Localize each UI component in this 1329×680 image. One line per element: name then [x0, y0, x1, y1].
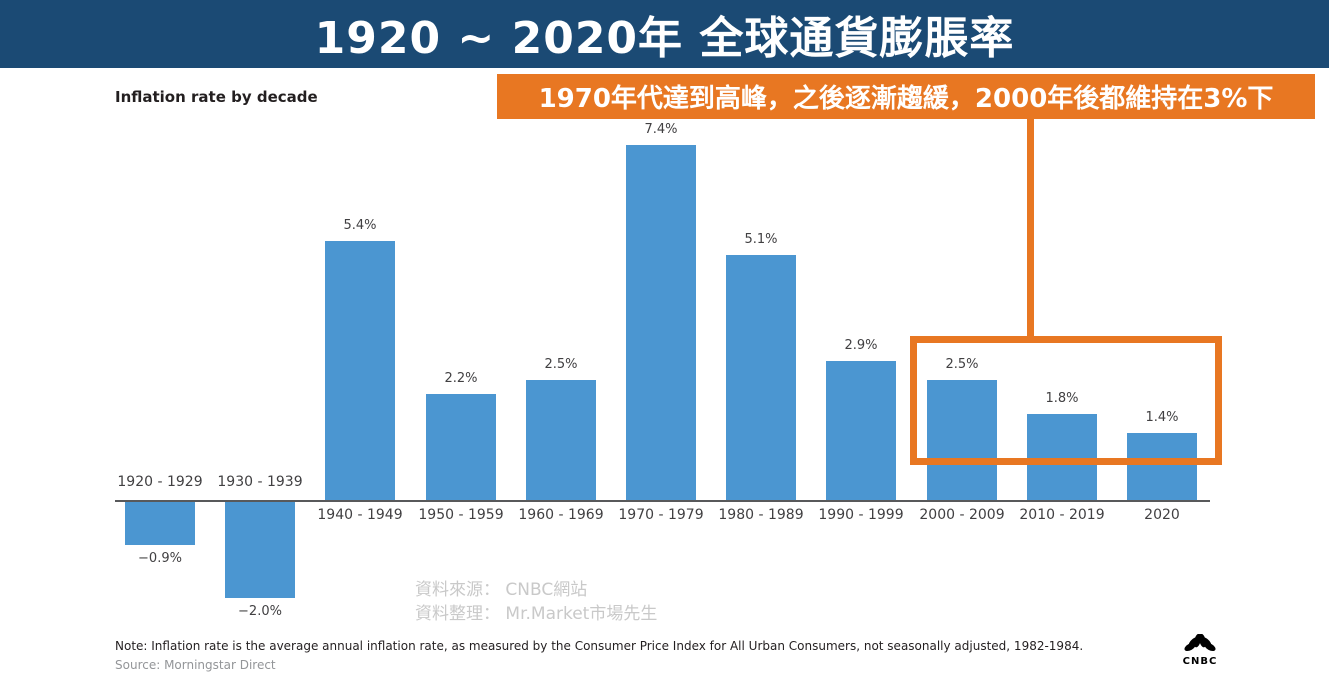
bar-value-label: 5.1%: [744, 232, 778, 247]
cnbc-logo: CNBC: [1178, 634, 1222, 667]
bar: [526, 380, 596, 500]
bar-value-label: −0.9%: [138, 551, 182, 566]
bar-category-label: 2010 - 2019: [1019, 507, 1105, 523]
x-axis-line: [115, 500, 1210, 502]
bar: [826, 361, 896, 500]
bar-category-label: 1970 - 1979: [618, 507, 704, 523]
bar-value-label: 1.8%: [1045, 391, 1079, 406]
watermark: 資料來源： CNBC網站 資料整理： Mr.Market市場先生: [415, 578, 657, 626]
watermark-source-line: 資料來源： CNBC網站: [415, 580, 588, 600]
annotation-callout: 1970年代達到高峰，之後逐漸趨緩，2000年後都維持在3%下: [497, 74, 1315, 119]
bar: [1027, 414, 1097, 500]
bar: [426, 394, 496, 500]
bar: [726, 255, 796, 500]
bar: [927, 380, 997, 500]
peacock-icon: [1184, 634, 1216, 651]
highlight-box: [910, 336, 1222, 465]
bar-category-label: 2000 - 2009: [919, 507, 1005, 523]
bar-value-label: −2.0%: [238, 604, 282, 619]
bar-value-label: 2.9%: [844, 338, 878, 353]
callout-connector-line: [1027, 119, 1034, 343]
bar: [1127, 433, 1197, 500]
footnote: Note: Inflation rate is the average annu…: [115, 639, 1084, 653]
bar-category-label: 1940 - 1949: [317, 507, 403, 523]
bar: [225, 502, 295, 598]
bar-value-label: 2.2%: [444, 371, 478, 386]
bar-value-label: 1.4%: [1145, 410, 1179, 425]
bar-value-label: 7.4%: [644, 122, 678, 137]
bar: [125, 502, 195, 545]
page-title: 1920 ~ 2020年 全球通貨膨脹率: [314, 13, 1015, 64]
source-credit: Source: Morningstar Direct: [115, 658, 276, 672]
bar-category-label: 1920 - 1929: [117, 474, 203, 490]
watermark-author-line: 資料整理： Mr.Market市場先生: [415, 604, 658, 624]
bar: [626, 145, 696, 500]
bar-category-label: 1930 - 1939: [217, 474, 303, 490]
title-banner: 1920 ~ 2020年 全球通貨膨脹率: [0, 0, 1329, 68]
bar-category-label: 2020: [1144, 507, 1180, 523]
bar-category-label: 1980 - 1989: [718, 507, 804, 523]
bar-category-label: 1990 - 1999: [818, 507, 904, 523]
bar-value-label: 2.5%: [945, 357, 979, 372]
bar-category-label: 1950 - 1959: [418, 507, 504, 523]
bar-value-label: 2.5%: [544, 357, 578, 372]
chart-title: Inflation rate by decade: [115, 88, 318, 106]
annotation-text: 1970年代達到高峰，之後逐漸趨緩，2000年後都維持在3%下: [538, 84, 1274, 114]
bar-category-label: 1960 - 1969: [518, 507, 604, 523]
cnbc-logo-text: CNBC: [1182, 656, 1218, 667]
bar-value-label: 5.4%: [343, 218, 377, 233]
bar: [325, 241, 395, 500]
